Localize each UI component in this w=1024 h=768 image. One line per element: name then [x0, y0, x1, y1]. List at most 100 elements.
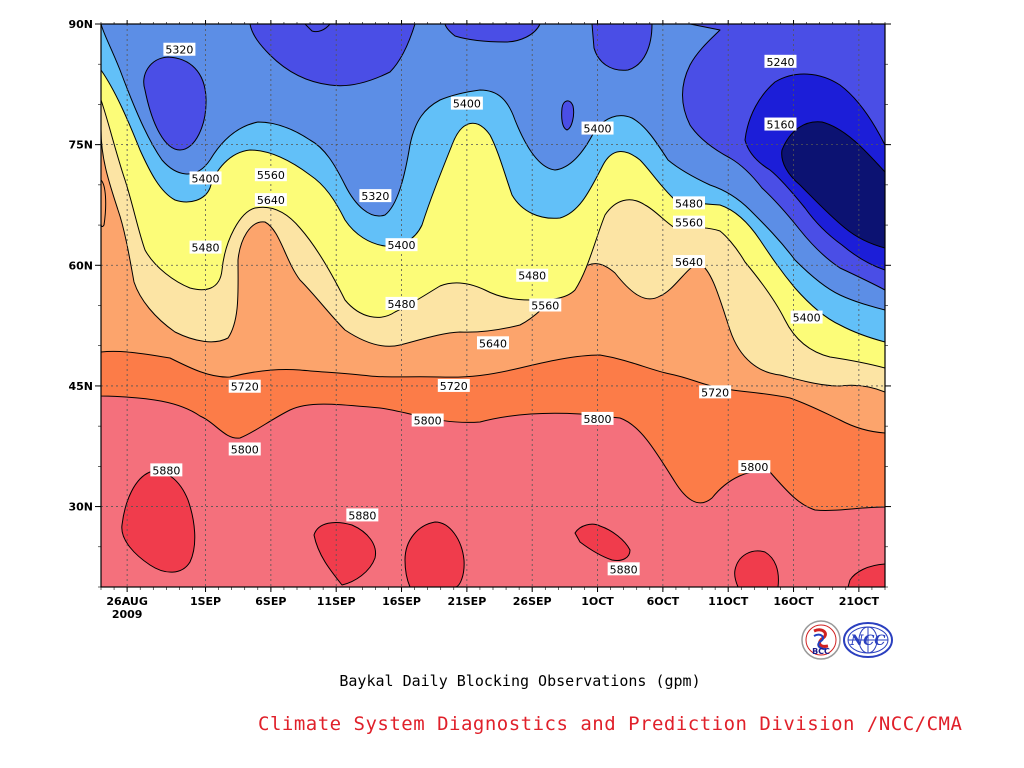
band-5240-5320-e [561, 100, 575, 131]
contour-label-box [150, 463, 183, 477]
contour-label-box [163, 42, 196, 56]
band-5240-5320-a [143, 56, 207, 151]
x-tick-label: 16OCT [773, 595, 814, 608]
contour-label-text: 5160 [766, 119, 794, 132]
x-tick-label: 26AUG [106, 595, 147, 608]
credit-line: Climate System Diagnostics and Predictio… [258, 713, 963, 735]
contour-label-box [673, 215, 705, 229]
contour-label-text: 5800 [414, 415, 442, 428]
band-5240-5320-d [591, 24, 653, 71]
y-tick-label: 60N [68, 259, 93, 272]
contour-label-box [764, 117, 797, 131]
contour-label: 5560 [529, 298, 562, 313]
contour-label: 5640 [673, 255, 705, 269]
contour-label: 5720 [437, 378, 470, 393]
contour-label-text: 5880 [152, 464, 180, 477]
contour-label-box [254, 168, 287, 182]
contour-label: 5880 [346, 508, 379, 522]
contour-label-box [359, 189, 392, 203]
contour-label-text: 5400 [192, 172, 220, 185]
contour-label-box [189, 240, 222, 254]
contour-label: 5720 [228, 379, 261, 394]
ncc-logo: NCC [843, 622, 893, 658]
contour-label: 5560 [254, 168, 287, 182]
band-gt-5880-d [574, 523, 631, 561]
y-tick-label: 75N [68, 139, 93, 152]
contour-label-text: 5640 [675, 256, 703, 269]
contour-label-box [607, 562, 640, 576]
contour-label-text: 5560 [531, 300, 559, 313]
x-tick-label: 26SEP [513, 595, 552, 608]
contour-label-text: 5320 [361, 190, 389, 203]
contour-label-text: 5480 [518, 270, 546, 283]
contour-label: 5800 [738, 460, 771, 474]
contour-label: 5400 [189, 171, 222, 185]
contour-label-box [529, 298, 562, 312]
contour-label-text: 5240 [766, 56, 794, 69]
contour-label: 5800 [228, 442, 261, 456]
contour-label-box [189, 171, 222, 185]
contour-label-text: 5720 [701, 386, 729, 399]
chart-caption: Baykal Daily Blocking Observations (gpm) [339, 672, 701, 690]
y-tick-label: 90N [68, 18, 93, 31]
contour-label-box [738, 460, 771, 474]
contour-label-box [581, 121, 614, 135]
contour-label: 5640 [477, 336, 509, 350]
contour-label: 5400 [790, 310, 823, 325]
band-lt-5160 [781, 121, 885, 249]
contour-label: 5480 [516, 268, 549, 283]
contour-label-box [790, 310, 823, 324]
ncc-logo-text: NCC [849, 633, 885, 649]
contour-label-text: 5320 [165, 44, 193, 57]
contour-label: 5560 [673, 215, 705, 230]
contour-label-text: 5720 [231, 381, 259, 394]
contour-label: 5880 [607, 562, 640, 576]
contour-label-box [411, 413, 444, 427]
contour-label-box [228, 379, 261, 393]
contour-label-box [385, 238, 418, 252]
contour-label-text: 5880 [610, 563, 638, 576]
contour-label-box [254, 193, 287, 207]
contour-label-text: 5400 [793, 312, 821, 325]
contour-label: 5400 [385, 238, 418, 252]
y-tick-label: 30N [68, 501, 93, 514]
contour-label-box [450, 96, 483, 110]
y-axis: 30N 45N 60N 75N 90N [68, 18, 891, 588]
contour-label-text: 5400 [388, 239, 416, 252]
contour-labels: 5320 5400 5480 5560 5640 5320 5400 5480 5400 5480… [150, 42, 823, 576]
x-tick-label: 11OCT [708, 595, 749, 608]
contour-label-text: 5400 [584, 123, 612, 136]
x-year-label: 2009 [112, 608, 143, 621]
y-tick-label: 45N [68, 380, 93, 393]
bcc-logo-text: BCC [812, 647, 830, 656]
contour-label-box [228, 442, 261, 456]
x-tick-label: 1SEP [190, 595, 221, 608]
contour-label-box [581, 411, 614, 425]
x-tick-label: 1OCT [581, 595, 614, 608]
contour-fill [101, 24, 885, 587]
x-tick-label: 16SEP [382, 595, 421, 608]
contour-label: 5160 [764, 117, 797, 132]
contour-label: 5240 [764, 54, 797, 69]
contour-label: 5320 [163, 42, 196, 57]
contour-label-box [346, 508, 379, 522]
contour-label-box [385, 296, 418, 310]
contour-label-text: 5880 [348, 509, 376, 522]
band-gt-5880-f [847, 563, 885, 587]
contour-label-text: 5800 [231, 443, 259, 456]
band-gt-5880-e [734, 550, 779, 587]
contour-label-box [516, 268, 549, 282]
contour-label-text: 5640 [479, 337, 507, 350]
contour-label: 5800 [581, 411, 614, 426]
contour-label-text: 5640 [257, 194, 285, 207]
contour-label-box [673, 255, 705, 269]
contour-label-text: 5400 [453, 98, 481, 111]
contour-label-text: 5800 [584, 413, 612, 426]
contour-label-text: 5480 [675, 197, 703, 210]
x-tick-label: 11SEP [317, 595, 356, 608]
band-gt-5880-c [404, 521, 465, 587]
contour-label: 5640 [254, 193, 287, 207]
contour-label: 5400 [581, 121, 614, 136]
